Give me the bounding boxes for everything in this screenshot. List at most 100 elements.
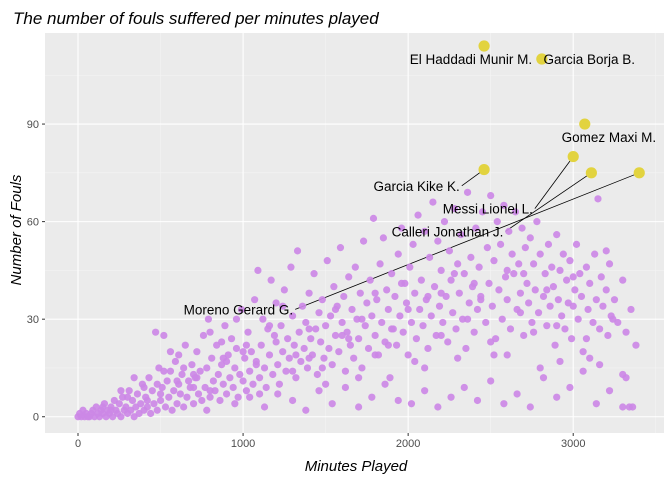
- scatter-point: [388, 325, 396, 333]
- scatter-point: [140, 383, 148, 392]
- scatter-point: [241, 354, 249, 362]
- scatter-point: [513, 390, 521, 398]
- scatter-point: [567, 335, 576, 343]
- scatter-point: [556, 357, 564, 366]
- scatter-point: [176, 390, 184, 398]
- scatter-point: [279, 302, 287, 310]
- highlighted-point: [585, 167, 597, 179]
- scatter-point: [148, 387, 156, 395]
- scatter-point: [449, 309, 457, 317]
- scatter-point: [505, 227, 513, 235]
- scatter-point: [219, 380, 227, 388]
- highlighted-point: [478, 40, 490, 52]
- scatter-point: [341, 367, 350, 375]
- scatter-point: [541, 270, 549, 278]
- scatter-point: [168, 406, 176, 414]
- scatter-point: [551, 341, 559, 349]
- scatter-point: [312, 325, 320, 333]
- scatter-point: [407, 400, 416, 408]
- scatter-point: [355, 335, 363, 343]
- scatter-point: [447, 393, 455, 401]
- scatter-point: [153, 380, 161, 388]
- scatter-point: [368, 312, 376, 320]
- scatter-point: [193, 348, 201, 356]
- scatter-point: [178, 370, 186, 379]
- scatter-point: [473, 396, 482, 405]
- scatter-point: [189, 383, 198, 392]
- scatter-point: [318, 296, 326, 304]
- scatter-point: [218, 338, 226, 346]
- scatter-point: [454, 354, 462, 362]
- scatter-point: [386, 374, 394, 382]
- scatter-point: [399, 328, 407, 336]
- scatter-point: [548, 263, 556, 271]
- scatter-point: [366, 276, 374, 284]
- scatter-point: [297, 357, 305, 366]
- plot-panel: [45, 33, 664, 433]
- scatter-point: [371, 351, 379, 359]
- scatter-point: [417, 276, 425, 284]
- scatter-point: [351, 263, 359, 271]
- scatter-point: [289, 312, 297, 320]
- scatter-point: [411, 289, 419, 297]
- scatter-point: [440, 218, 449, 226]
- scatter-point: [335, 348, 343, 356]
- scatter-point: [569, 302, 577, 310]
- scatter-point: [125, 387, 133, 395]
- scatter-point: [416, 305, 424, 314]
- scatter-point: [320, 354, 328, 362]
- scatter-point: [516, 289, 524, 297]
- scatter-point: [529, 328, 538, 336]
- scatter-point: [356, 289, 364, 297]
- scatter-point: [284, 335, 292, 343]
- scatter-point: [543, 286, 551, 294]
- scatter-point: [345, 335, 353, 343]
- scatter-point: [490, 351, 498, 359]
- scatter-point: [487, 377, 495, 385]
- scatter-point: [378, 318, 386, 327]
- point-label: Garcia Borja B.: [544, 52, 636, 67]
- scatter-point: [254, 266, 262, 274]
- scatter-point: [534, 309, 543, 317]
- scatter-point: [330, 283, 338, 291]
- scatter-point: [414, 211, 422, 219]
- scatter-point: [579, 367, 587, 375]
- scatter-point: [549, 283, 558, 291]
- scatter-point: [421, 387, 429, 395]
- scatter-point: [369, 214, 378, 222]
- scatter-point: [99, 403, 107, 411]
- scatter-point: [216, 396, 224, 405]
- axis-ticks: 0 1000 2000 3000 0 30 60 90: [27, 119, 586, 450]
- scatter-point: [341, 383, 350, 392]
- y-tick-label: 30: [27, 314, 39, 326]
- x-tick-label: 1000: [231, 438, 255, 450]
- x-tick-label: 2000: [396, 438, 420, 450]
- scatter-point: [619, 276, 627, 284]
- scatter-point: [482, 318, 490, 327]
- scatter-point: [206, 328, 214, 336]
- scatter-point: [326, 312, 335, 320]
- scatter-point: [227, 335, 236, 343]
- scatter-point: [338, 318, 346, 327]
- scatter-point: [493, 218, 501, 226]
- point-label: Garcia Kike K.: [373, 179, 459, 194]
- scatter-point: [373, 296, 381, 304]
- scatter-point: [239, 348, 247, 356]
- scatter-point: [257, 341, 265, 349]
- scatter-point: [222, 390, 231, 398]
- scatter-point: [477, 296, 485, 304]
- scatter-point: [569, 273, 577, 281]
- scatter-point: [515, 260, 523, 268]
- point-label: Messi Lionel L.: [443, 202, 533, 217]
- scatter-point: [553, 231, 561, 239]
- scatter-point: [242, 387, 250, 395]
- scatter-point: [384, 341, 392, 349]
- scatter-point: [604, 331, 612, 340]
- scatter-point: [322, 380, 330, 388]
- scatter-point: [269, 370, 277, 379]
- scatter-point: [331, 305, 340, 314]
- scatter-point: [421, 364, 429, 372]
- scatter-point: [475, 263, 483, 271]
- scatter-point: [345, 273, 353, 281]
- scatter-point: [293, 247, 302, 255]
